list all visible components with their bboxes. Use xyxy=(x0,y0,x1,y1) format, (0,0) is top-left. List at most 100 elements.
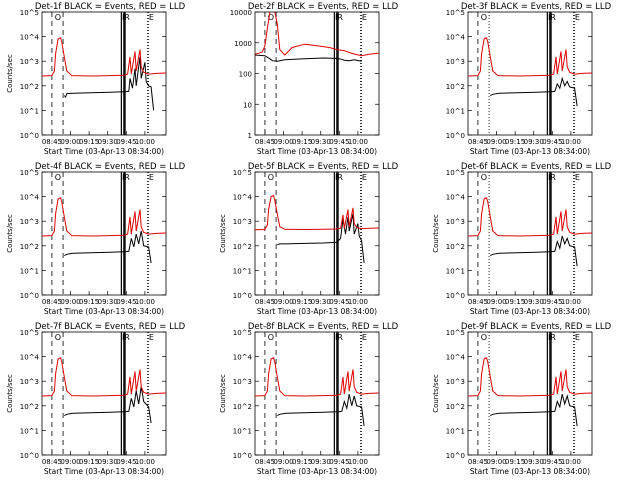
x-tick-label: 09:30 xyxy=(524,298,544,306)
y-tick-label: 10^3 xyxy=(20,378,39,386)
x-tick-label: 09:00 xyxy=(486,298,506,306)
x-tick-label: 09:30 xyxy=(311,138,331,146)
chart-title: Det-3f BLACK = Events, RED = LLD xyxy=(461,2,612,12)
x-tick-label: 08:45 xyxy=(42,458,62,466)
y-tick-label: 10^5 xyxy=(446,329,465,337)
lld-series-line xyxy=(42,196,166,237)
y-tick-label: 10^0 xyxy=(233,292,252,300)
x-axis-label: Start Time (03-Apr-13 08:34:00) xyxy=(44,307,164,316)
event-marker: R xyxy=(550,13,556,22)
event-marker: O xyxy=(481,13,487,22)
x-tick-label: 09:15 xyxy=(505,458,525,466)
event-marker: F xyxy=(335,333,340,342)
event-marker: R xyxy=(550,333,556,342)
x-tick-label: 09:45 xyxy=(329,138,349,146)
x-tick-label: 08:45 xyxy=(42,298,62,306)
y-tick-label: 10^3 xyxy=(233,378,252,386)
event-marker: E xyxy=(362,173,367,182)
x-axis-label: Start Time (03-Apr-13 08:34:00) xyxy=(44,467,164,476)
detector-panel: Det-4f BLACK = Events, RED = LLD O F R E 10^0… xyxy=(0,160,213,320)
y-tick-label: 10^4 xyxy=(446,354,466,362)
y-tick-label: 10^1 xyxy=(446,267,465,275)
y-tick-label: 10^1 xyxy=(446,107,465,115)
x-axis-label: Start Time (03-Apr-13 08:34:00) xyxy=(470,307,590,316)
x-tick-label: 09:00 xyxy=(60,298,80,306)
lld-series-line xyxy=(468,36,592,77)
event-marker: E xyxy=(149,333,154,342)
event-marker: F xyxy=(335,173,340,182)
x-axis-label: Start Time (03-Apr-13 08:34:00) xyxy=(470,147,590,156)
y-tick-label: 10 xyxy=(243,101,252,109)
x-tick-label: 08:45 xyxy=(42,138,62,146)
event-marker: O xyxy=(55,173,61,182)
event-marker: R xyxy=(124,13,130,22)
event-marker: R xyxy=(337,13,343,22)
y-axis-label: Counts/sec xyxy=(6,54,14,93)
x-tick-label: 09:45 xyxy=(542,298,562,306)
x-tick-label: 09:15 xyxy=(292,458,312,466)
x-tick-label: 10:00 xyxy=(135,458,155,466)
y-tick-label: 10^2 xyxy=(446,243,465,251)
event-marker: O xyxy=(55,333,61,342)
detector-panel: Det-7f BLACK = Events, RED = LLD O F R E 10^0… xyxy=(0,320,213,480)
x-tick-label: 10:00 xyxy=(561,298,581,306)
event-marker: E xyxy=(575,13,580,22)
y-tick-label: 10^0 xyxy=(20,452,39,460)
event-marker: R xyxy=(550,173,556,182)
x-tick-label: 09:30 xyxy=(524,458,544,466)
lld-series-line xyxy=(255,356,379,397)
y-tick-label: 1 xyxy=(248,132,252,140)
x-tick-label: 09:00 xyxy=(273,298,293,306)
x-tick-label: 09:45 xyxy=(329,298,349,306)
x-tick-label: 09:45 xyxy=(542,458,562,466)
y-axis-label: Counts/sec xyxy=(432,374,440,413)
y-tick-label: 10^3 xyxy=(233,218,252,226)
event-marker: E xyxy=(149,173,154,182)
y-axis-label: Counts/sec xyxy=(219,374,227,413)
x-tick-label: 09:00 xyxy=(60,138,80,146)
y-tick-label: 10^1 xyxy=(20,267,39,275)
x-tick-label: 08:45 xyxy=(255,138,275,146)
y-tick-label: 10^5 xyxy=(20,169,39,177)
y-tick-label: 10^4 xyxy=(446,194,466,202)
chart-title: Det-9f BLACK = Events, RED = LLD xyxy=(461,322,612,332)
y-tick-label: 10^4 xyxy=(20,354,40,362)
y-tick-label: 10^0 xyxy=(20,132,39,140)
x-tick-label: 09:30 xyxy=(98,458,118,466)
x-tick-label: 09:00 xyxy=(60,458,80,466)
x-tick-label: 09:30 xyxy=(311,298,331,306)
x-tick-label: 09:15 xyxy=(79,138,99,146)
y-tick-label: 10^0 xyxy=(20,292,39,300)
y-tick-label: 10^3 xyxy=(446,378,465,386)
x-tick-label: 09:00 xyxy=(273,458,293,466)
x-tick-label: 08:45 xyxy=(255,458,275,466)
x-tick-label: 09:30 xyxy=(524,138,544,146)
detector-panel: Det-6f BLACK = Events, RED = LLD O F R E 10^0… xyxy=(426,160,639,320)
detector-panel: Det-8f BLACK = Events, RED = LLD O F R E 10^0… xyxy=(213,320,426,480)
x-tick-label: 10:00 xyxy=(348,298,368,306)
x-tick-label: 09:00 xyxy=(486,458,506,466)
event-marker: R xyxy=(124,173,130,182)
event-marker: F xyxy=(122,13,127,22)
x-tick-label: 09:45 xyxy=(116,138,136,146)
y-tick-label: 10^4 xyxy=(20,194,40,202)
chart-title: Det-8f BLACK = Events, RED = LLD xyxy=(248,322,399,332)
event-marker: R xyxy=(337,333,343,342)
event-marker: O xyxy=(268,333,274,342)
y-tick-label: 10^1 xyxy=(20,107,39,115)
event-marker: O xyxy=(481,333,487,342)
y-tick-label: 10^1 xyxy=(20,427,39,435)
y-tick-label: 10^2 xyxy=(20,83,39,91)
y-tick-label: 10^1 xyxy=(233,267,252,275)
x-tick-label: 10:00 xyxy=(561,138,581,146)
x-tick-label: 08:45 xyxy=(468,458,488,466)
lld-series-line xyxy=(42,356,166,397)
event-marker: E xyxy=(575,173,580,182)
detector-panel: Det-2f BLACK = Events, RED = LLD O F R E 1 10 1… xyxy=(213,0,426,160)
y-axis-label: Counts/sec xyxy=(6,374,14,413)
y-tick-label: 10^3 xyxy=(20,58,39,66)
